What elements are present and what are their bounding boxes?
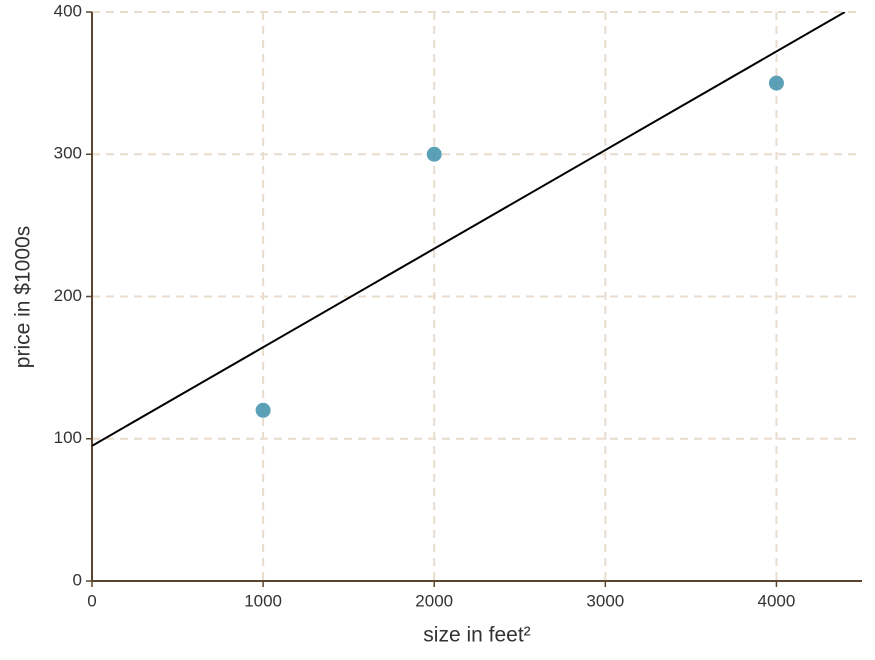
x-axis-label: size in feet² (423, 624, 530, 647)
y-tick-label: 200 (54, 286, 82, 305)
y-tick-label: 300 (54, 144, 82, 163)
y-axis-label: price in $1000s (12, 226, 35, 368)
x-tick-label: 4000 (758, 591, 796, 610)
x-tick-label: 1000 (244, 591, 282, 610)
fit-line (92, 12, 846, 447)
point (426, 146, 442, 162)
point (255, 402, 271, 418)
point (768, 75, 784, 91)
y-tick-label: 100 (54, 428, 82, 447)
y-tick-label: 0 (73, 570, 82, 589)
x-tick-label: 0 (87, 591, 96, 610)
y-tick-label: 400 (54, 1, 82, 20)
x-tick-label: 2000 (415, 591, 453, 610)
x-tick-label: 3000 (586, 591, 624, 610)
